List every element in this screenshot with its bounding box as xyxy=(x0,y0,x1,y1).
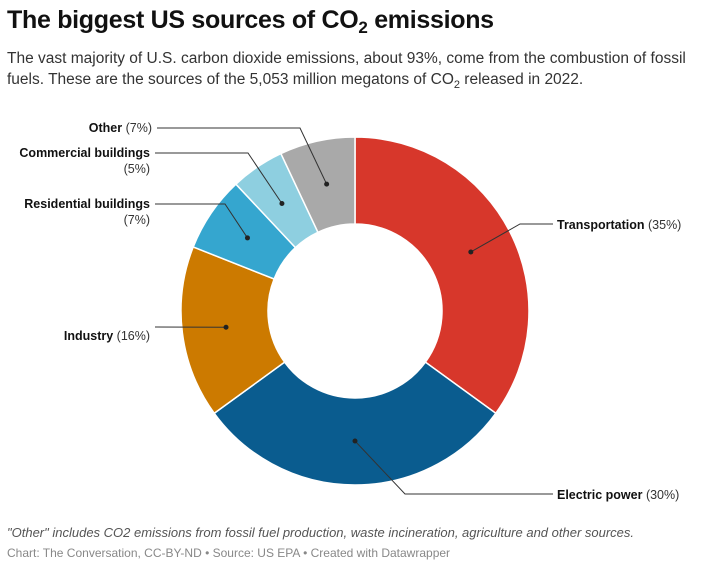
chart-title: The biggest US sources of CO2 emissions xyxy=(7,6,494,37)
leader-dot xyxy=(352,438,358,444)
label-residential-buildings: Residential buildings (7%) xyxy=(24,197,150,227)
credit-line: Chart: The Conversation, CC-BY-ND • Sour… xyxy=(7,546,451,560)
leader-line xyxy=(157,127,328,185)
label-other: Other (7%) xyxy=(88,121,152,135)
leader-dot xyxy=(223,324,229,330)
label-industry: Industry (16%) xyxy=(63,329,150,343)
label-commercial-buildings: Commercial buildings (5%) xyxy=(19,146,150,176)
leader-dot xyxy=(244,235,250,241)
chart-description: The vast majority of U.S. carbon dioxide… xyxy=(7,50,686,92)
leader-dot xyxy=(279,200,285,206)
leader-dot xyxy=(468,249,474,255)
leader-line xyxy=(354,440,553,495)
slice-other xyxy=(279,136,356,234)
label-transportation: Transportation (35%) xyxy=(557,218,682,232)
leader-line xyxy=(155,152,283,204)
leader-line xyxy=(470,223,553,253)
slice-electric-power xyxy=(213,361,497,486)
leader-line xyxy=(155,203,248,239)
leader-dot xyxy=(324,181,330,187)
label-electric-power: Electric power (30%) xyxy=(557,488,680,502)
slice-transportation xyxy=(354,136,530,415)
footnote: "Other" includes CO2 emissions from foss… xyxy=(7,525,635,540)
